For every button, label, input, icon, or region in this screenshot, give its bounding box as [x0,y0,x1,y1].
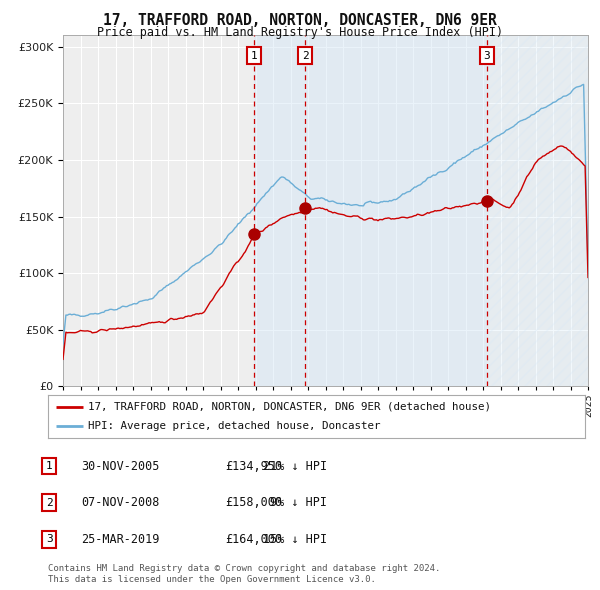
Text: 3: 3 [484,51,490,61]
Text: 17, TRAFFORD ROAD, NORTON, DONCASTER, DN6 9ER: 17, TRAFFORD ROAD, NORTON, DONCASTER, DN… [103,13,497,28]
Text: £134,950: £134,950 [225,460,282,473]
Text: 2: 2 [302,51,309,61]
Text: 25-MAR-2019: 25-MAR-2019 [81,533,160,546]
Text: 17, TRAFFORD ROAD, NORTON, DONCASTER, DN6 9ER (detached house): 17, TRAFFORD ROAD, NORTON, DONCASTER, DN… [88,402,491,412]
Bar [254,35,305,386]
Text: 1: 1 [46,461,53,471]
Text: £164,000: £164,000 [225,533,282,546]
Text: 2: 2 [46,498,53,507]
Text: HPI: Average price, detached house, Doncaster: HPI: Average price, detached house, Donc… [88,421,381,431]
Text: 9% ↓ HPI: 9% ↓ HPI [270,496,327,509]
Text: 30-NOV-2005: 30-NOV-2005 [81,460,160,473]
Text: 15% ↓ HPI: 15% ↓ HPI [263,533,327,546]
Text: Contains HM Land Registry data © Crown copyright and database right 2024.: Contains HM Land Registry data © Crown c… [48,563,440,572]
Text: 21% ↓ HPI: 21% ↓ HPI [263,460,327,473]
Text: This data is licensed under the Open Government Licence v3.0.: This data is licensed under the Open Gov… [48,575,376,584]
Text: Price paid vs. HM Land Registry's House Price Index (HPI): Price paid vs. HM Land Registry's House … [97,26,503,39]
Text: 3: 3 [46,535,53,544]
Text: £158,000: £158,000 [225,496,282,509]
Text: 07-NOV-2008: 07-NOV-2008 [81,496,160,509]
Bar [487,35,588,386]
Text: 1: 1 [251,51,257,61]
Bar [305,35,487,386]
